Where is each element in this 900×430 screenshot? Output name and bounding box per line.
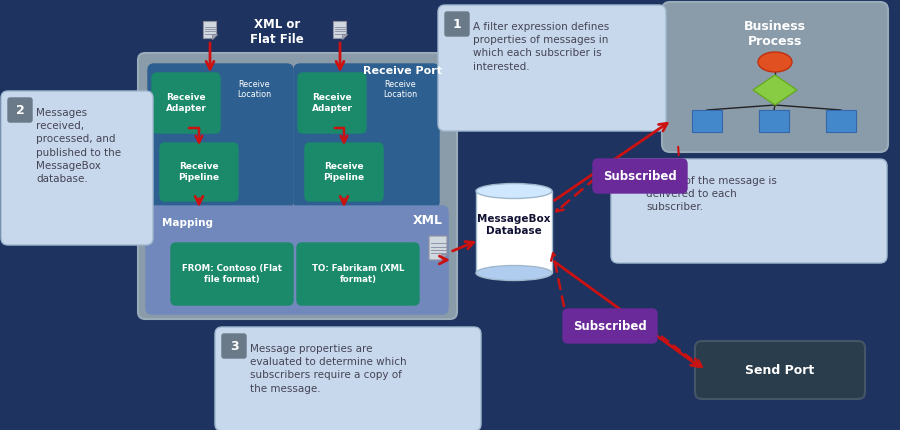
Text: Mapping: Mapping (162, 218, 213, 228)
FancyBboxPatch shape (305, 143, 383, 201)
Text: 3: 3 (230, 340, 238, 353)
Bar (759, 110, 789, 132)
FancyBboxPatch shape (563, 309, 657, 343)
FancyBboxPatch shape (138, 53, 457, 319)
FancyBboxPatch shape (222, 334, 246, 358)
Text: Receive
Pipeline: Receive Pipeline (178, 162, 220, 182)
FancyBboxPatch shape (148, 64, 293, 208)
FancyBboxPatch shape (445, 12, 469, 36)
FancyBboxPatch shape (297, 243, 419, 305)
FancyBboxPatch shape (8, 98, 32, 122)
Bar (476, 191, 552, 273)
FancyBboxPatch shape (160, 143, 238, 201)
Text: XML: XML (413, 214, 443, 227)
Text: Subscribed: Subscribed (573, 319, 647, 332)
FancyBboxPatch shape (152, 73, 220, 133)
Polygon shape (753, 75, 797, 105)
Text: Receive
Adapter: Receive Adapter (311, 93, 353, 113)
Text: Receive
Location: Receive Location (237, 80, 271, 99)
Ellipse shape (476, 265, 552, 280)
Text: 4: 4 (626, 172, 634, 184)
FancyBboxPatch shape (438, 5, 666, 131)
Text: Message properties are
evaluated to determine which
subscribers require a copy o: Message properties are evaluated to dete… (250, 344, 407, 393)
Text: Messages
received,
processed, and
published to the
MessageBox
database.: Messages received, processed, and publis… (36, 108, 122, 184)
FancyBboxPatch shape (593, 159, 687, 193)
Text: FROM: Contoso (Flat
file format): FROM: Contoso (Flat file format) (182, 264, 282, 284)
Text: A filter expression defines
properties of messages in
which each subscriber is
i: A filter expression defines properties o… (473, 22, 609, 72)
Text: XML or
Flat File: XML or Flat File (250, 18, 304, 46)
Text: Receive
Location: Receive Location (382, 80, 417, 99)
FancyBboxPatch shape (662, 2, 888, 152)
Bar (692, 110, 722, 132)
FancyBboxPatch shape (618, 166, 642, 190)
Ellipse shape (758, 52, 792, 72)
Polygon shape (334, 22, 346, 39)
FancyBboxPatch shape (298, 73, 366, 133)
Text: 2: 2 (15, 104, 24, 117)
Polygon shape (441, 254, 447, 260)
Text: Receive
Pipeline: Receive Pipeline (323, 162, 364, 182)
FancyBboxPatch shape (215, 327, 481, 430)
FancyBboxPatch shape (1, 91, 153, 245)
Polygon shape (212, 34, 217, 39)
Polygon shape (203, 22, 217, 39)
Text: Send Port: Send Port (745, 363, 814, 377)
Text: A copy of the message is
delivered to each
subscriber.: A copy of the message is delivered to ea… (646, 176, 777, 212)
Ellipse shape (476, 184, 552, 199)
Polygon shape (342, 34, 346, 39)
FancyBboxPatch shape (611, 159, 887, 263)
Polygon shape (429, 236, 447, 260)
Bar (826, 110, 856, 132)
Text: Receive Port: Receive Port (363, 66, 442, 76)
Text: MessageBox
Database: MessageBox Database (477, 214, 551, 236)
FancyBboxPatch shape (146, 206, 448, 314)
Text: Subscribed: Subscribed (603, 169, 677, 182)
Text: 1: 1 (453, 18, 462, 31)
Text: Receive
Adapter: Receive Adapter (166, 93, 206, 113)
Text: Business
Process: Business Process (744, 20, 806, 48)
FancyBboxPatch shape (171, 243, 293, 305)
Text: TO: Fabrikam (XML
format): TO: Fabrikam (XML format) (311, 264, 404, 284)
FancyBboxPatch shape (695, 341, 865, 399)
FancyBboxPatch shape (294, 64, 439, 208)
